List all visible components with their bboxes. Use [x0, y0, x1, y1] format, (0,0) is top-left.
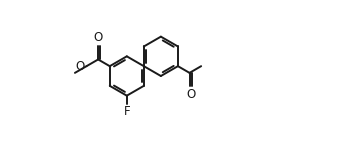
Text: O: O: [93, 31, 103, 44]
Text: F: F: [124, 105, 130, 118]
Text: O: O: [186, 88, 195, 101]
Text: O: O: [76, 60, 85, 73]
